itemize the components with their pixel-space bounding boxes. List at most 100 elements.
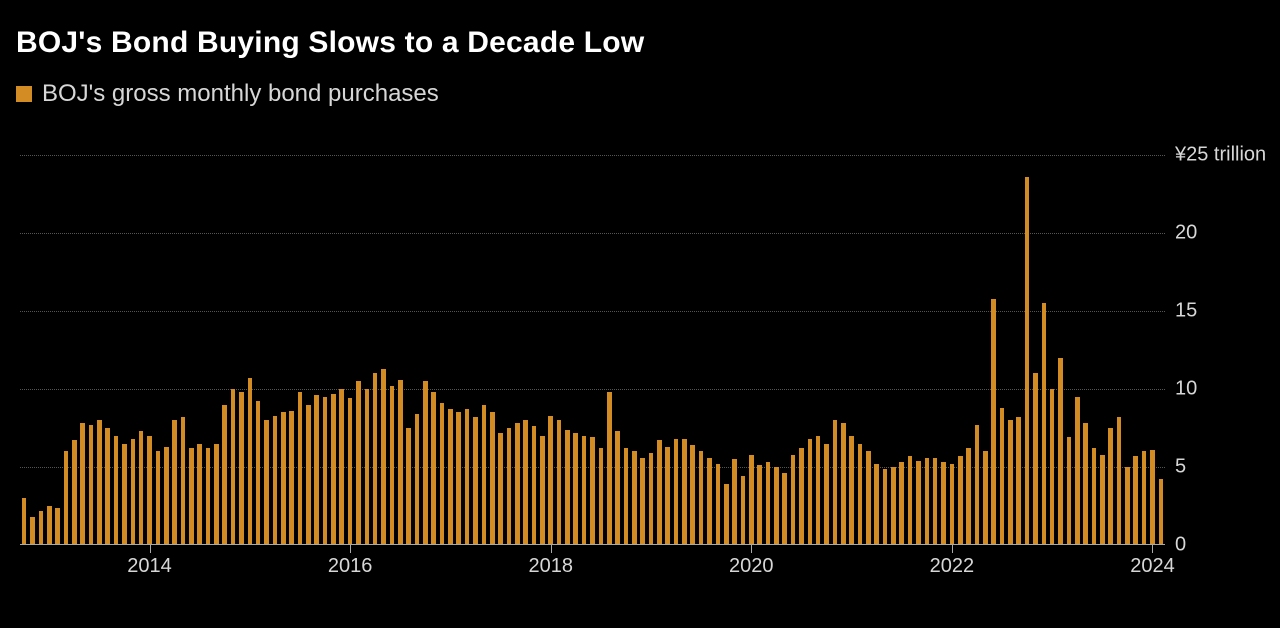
bar — [1092, 448, 1097, 545]
x-axis-ticks: 201420162018202020222024 — [20, 555, 1165, 595]
bar — [540, 436, 545, 545]
y-tick-label: 5 — [1175, 456, 1186, 479]
x-tick-mark — [150, 545, 151, 553]
bar — [64, 451, 69, 545]
x-tick-mark — [1152, 545, 1153, 553]
bar — [406, 428, 411, 545]
bar — [1000, 408, 1005, 545]
bar — [682, 439, 687, 545]
bar — [507, 428, 512, 545]
bar — [799, 448, 804, 545]
bar — [356, 381, 361, 545]
bar — [473, 417, 478, 545]
bar — [30, 517, 35, 545]
x-tick-label: 2014 — [127, 555, 172, 578]
bar — [699, 451, 704, 545]
bar — [89, 425, 94, 545]
bar — [1008, 420, 1013, 545]
bar — [782, 473, 787, 545]
bar — [214, 444, 219, 545]
bar — [548, 416, 553, 545]
bar — [197, 444, 202, 545]
bar — [156, 451, 161, 545]
bar — [1025, 177, 1030, 545]
y-tick-label: 15 — [1175, 300, 1197, 323]
bar — [991, 299, 996, 545]
bar — [331, 394, 336, 545]
bar — [306, 405, 311, 545]
bar — [757, 465, 762, 545]
bar — [1133, 456, 1138, 545]
bar — [665, 447, 670, 545]
bar — [1067, 437, 1072, 545]
bar — [649, 453, 654, 545]
bar — [950, 464, 955, 545]
bar — [1083, 423, 1088, 545]
y-tick-label: ¥25 trillion — [1175, 144, 1266, 167]
bar — [381, 369, 386, 545]
bar — [222, 405, 227, 545]
bar — [456, 412, 461, 545]
bar — [816, 436, 821, 545]
bar — [482, 405, 487, 545]
bar — [114, 436, 119, 545]
bar — [390, 386, 395, 545]
bar — [766, 462, 771, 545]
bar — [532, 426, 537, 545]
bar — [339, 389, 344, 545]
bar — [181, 417, 186, 545]
bar — [515, 423, 520, 545]
bar — [774, 467, 779, 545]
bar — [248, 378, 253, 545]
chart-title: BOJ's Bond Buying Slows to a Decade Low — [16, 26, 644, 60]
y-tick-label: 0 — [1175, 534, 1186, 557]
x-tick-mark — [350, 545, 351, 553]
bar — [674, 439, 679, 545]
bar — [1142, 451, 1147, 545]
bar — [465, 409, 470, 545]
bar — [423, 381, 428, 545]
x-tick-mark — [551, 545, 552, 553]
bar — [139, 431, 144, 545]
bar — [966, 448, 971, 545]
chart-legend: BOJ's gross monthly bond purchases — [16, 80, 439, 108]
bar — [582, 436, 587, 545]
bar — [841, 423, 846, 545]
bars-layer — [20, 155, 1165, 545]
bar — [791, 455, 796, 545]
bar — [557, 420, 562, 545]
bar — [1108, 428, 1113, 545]
legend-label: BOJ's gross monthly bond purchases — [42, 80, 439, 108]
bar — [1159, 479, 1164, 545]
bar — [899, 462, 904, 545]
chart-container: { "title": "BOJ's Bond Buying Slows to a… — [0, 0, 1280, 628]
bar — [724, 484, 729, 545]
bar — [933, 458, 938, 545]
bar — [590, 437, 595, 545]
bar — [573, 433, 578, 545]
bar — [164, 447, 169, 545]
bar — [707, 458, 712, 545]
bar — [172, 420, 177, 545]
bar — [256, 401, 261, 545]
bar — [690, 445, 695, 545]
bar — [239, 392, 244, 545]
bar — [599, 448, 604, 545]
bar — [147, 436, 152, 545]
bar — [1050, 389, 1055, 545]
bar — [72, 440, 77, 545]
bar — [1075, 397, 1080, 545]
bar — [206, 448, 211, 545]
x-tick-label: 2018 — [528, 555, 573, 578]
bar — [323, 397, 328, 545]
x-tick-label: 2022 — [930, 555, 975, 578]
bar — [640, 458, 645, 545]
y-tick-label: 10 — [1175, 378, 1197, 401]
bar — [916, 461, 921, 545]
bar — [565, 430, 570, 545]
bar — [122, 444, 127, 545]
x-tick-mark — [952, 545, 953, 553]
bar — [883, 469, 888, 545]
bar — [891, 467, 896, 545]
bar — [615, 431, 620, 545]
